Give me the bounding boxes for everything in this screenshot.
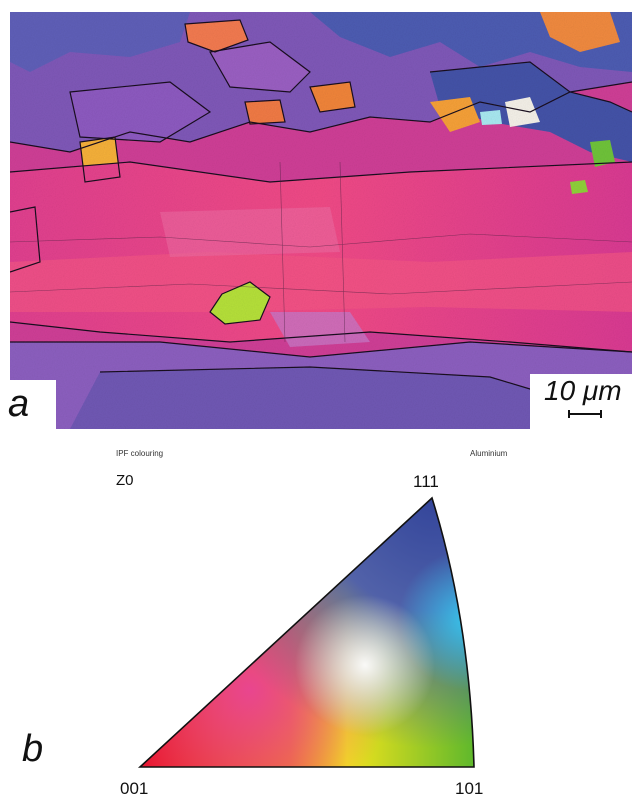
orientation-map-graphic [10, 12, 632, 429]
scale-bar-label: 10 μm [544, 375, 622, 406]
panel-a-label-background [0, 380, 56, 429]
panel-b-label: b [22, 728, 44, 770]
pole-label-111: 111 [413, 472, 439, 491]
pole-label-101: 101 [455, 779, 484, 798]
panel-a-label: a [8, 383, 30, 425]
ebsd-orientation-map [10, 12, 632, 429]
material-caption: Aluminium [470, 449, 508, 458]
ipf-triangle-outline [137, 496, 475, 768]
ipf-caption: IPF colouring [116, 449, 164, 458]
scale-bar-background [530, 374, 632, 429]
scale-bar [568, 410, 602, 418]
pole-label-001: 001 [120, 779, 149, 798]
direction-label: Z0 [116, 472, 134, 489]
